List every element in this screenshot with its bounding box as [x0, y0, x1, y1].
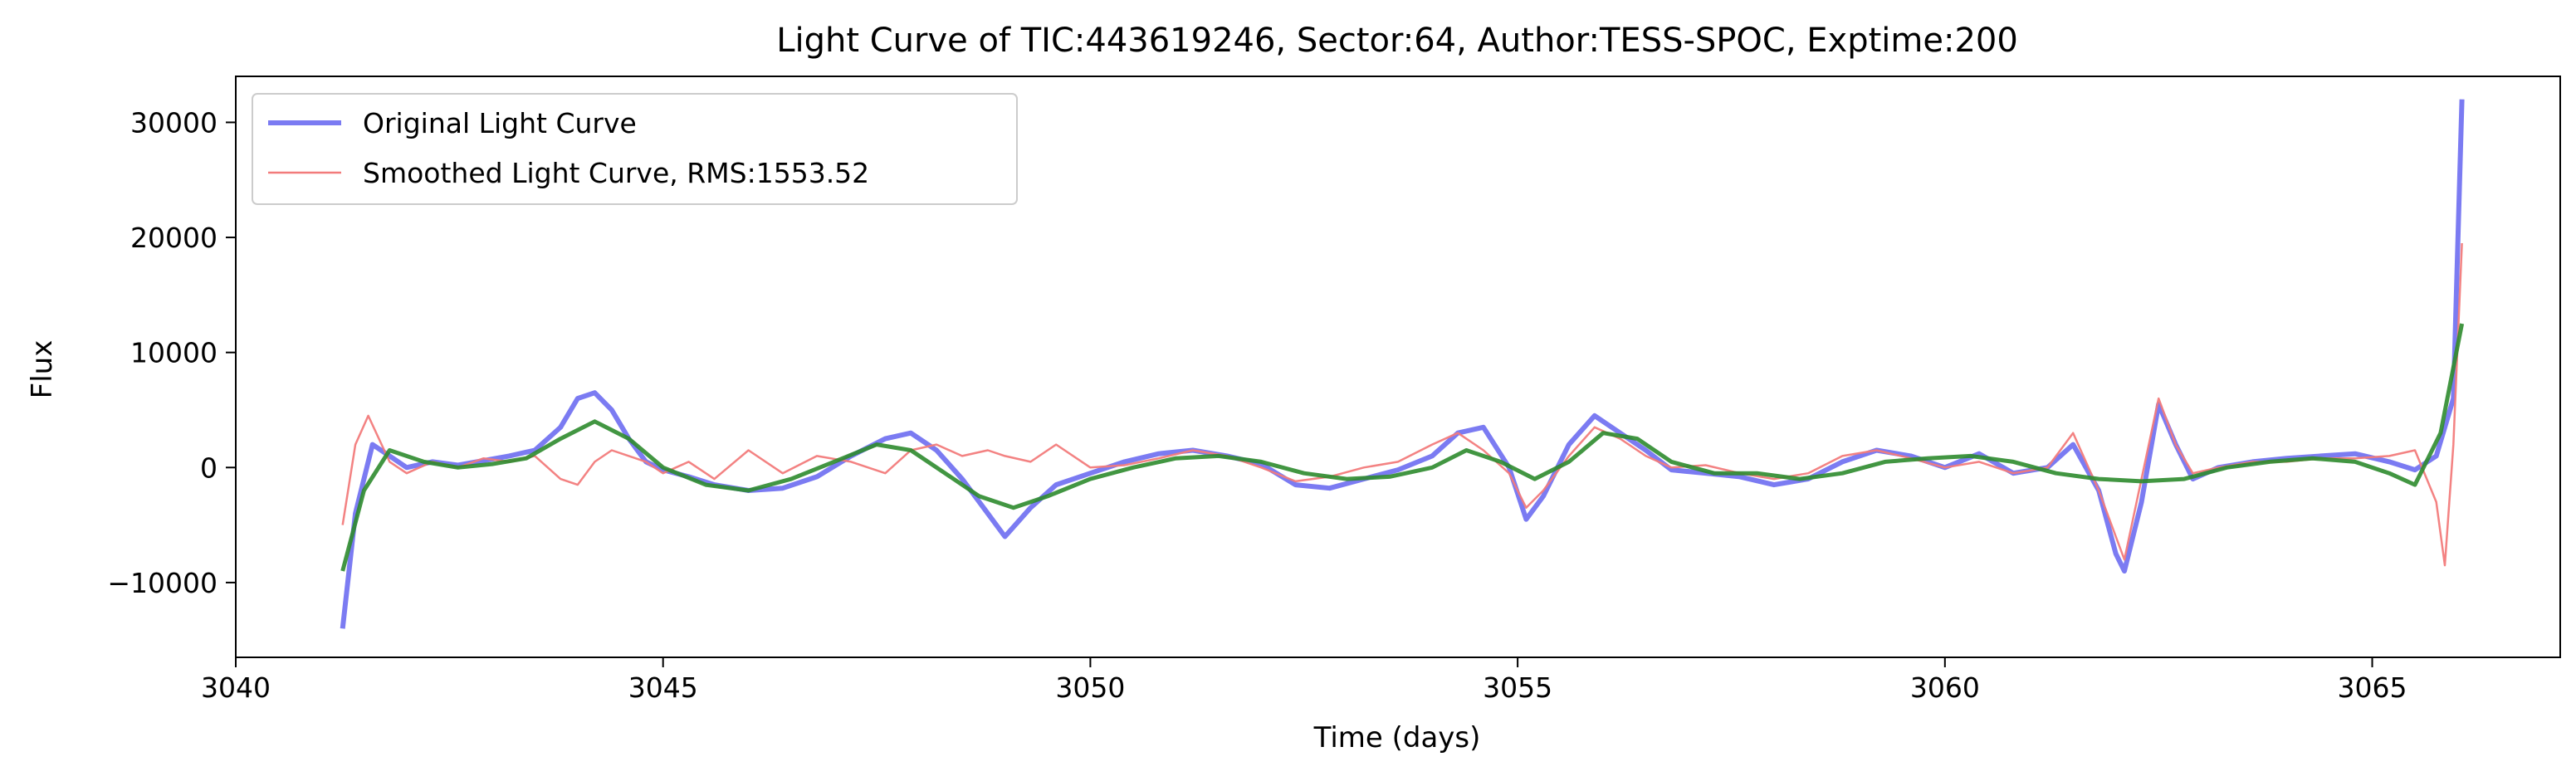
- series-line-0: [340, 99, 2465, 629]
- y-tick-label: 30000: [130, 106, 218, 139]
- y-tick-label: 0: [200, 452, 218, 484]
- legend-label-smoothed: Smoothed Light Curve, RMS:1553.52: [363, 157, 869, 189]
- y-axis: −10000 0 10000 20000 30000: [107, 106, 236, 599]
- legend-label-original: Original Light Curve: [363, 107, 637, 139]
- y-tick-label: 20000: [130, 222, 218, 254]
- y-axis-label: Flux: [26, 340, 59, 399]
- legend-box: [252, 93, 1018, 205]
- x-tick-label: 3065: [2338, 671, 2407, 704]
- series-line-1: [341, 242, 2463, 567]
- y-tick-label: −10000: [107, 567, 218, 599]
- x-tick-label: 3045: [628, 671, 698, 704]
- x-tick-label: 3055: [1483, 671, 1552, 704]
- x-axis-label: Time (days): [1313, 721, 1481, 754]
- series-layer: [340, 99, 2465, 629]
- y-tick-label: 10000: [130, 337, 218, 369]
- legend: Original Light Curve Smoothed Light Curv…: [252, 93, 1018, 205]
- plot-frame: [235, 76, 2561, 658]
- x-tick-label: 3050: [1055, 671, 1125, 704]
- chart-title: Light Curve of TIC:443619246, Sector:64,…: [776, 22, 2018, 60]
- series-line-2: [340, 323, 2465, 572]
- x-tick-label: 3060: [1910, 671, 1980, 704]
- x-axis: 3040 3045 3050 3055 3060 3065: [201, 657, 2407, 704]
- x-tick-label: 3040: [201, 671, 271, 704]
